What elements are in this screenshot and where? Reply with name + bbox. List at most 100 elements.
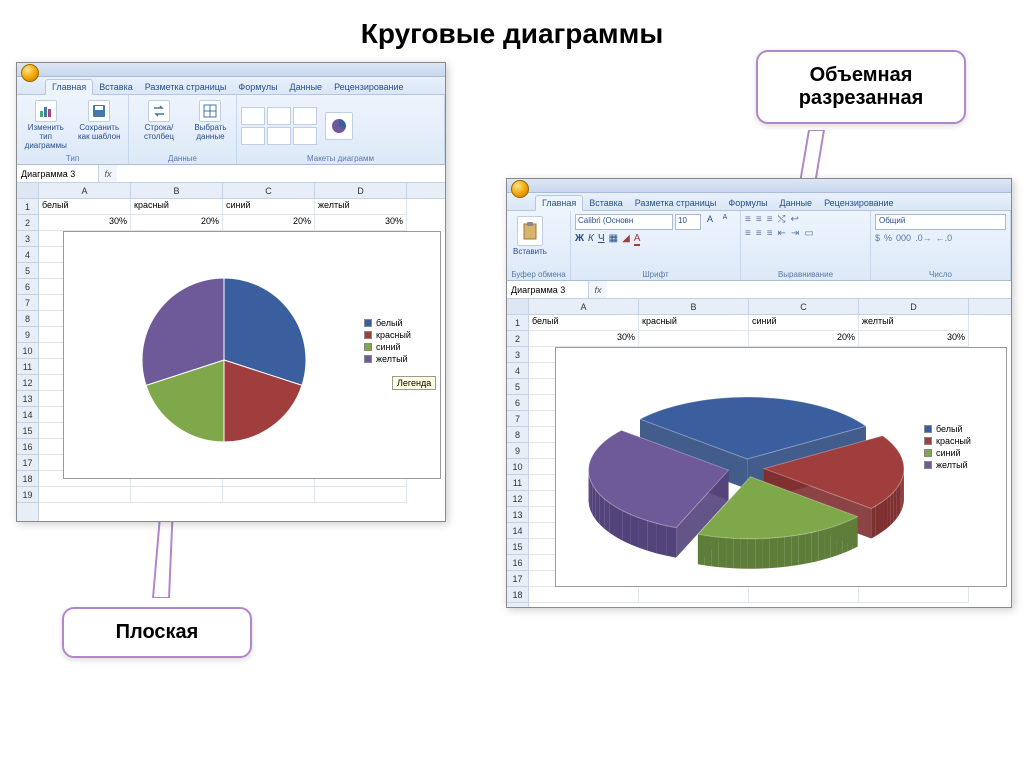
cell[interactable] <box>315 487 407 503</box>
cell[interactable]: красный <box>131 199 223 215</box>
number-format-select[interactable]: Общий <box>875 214 1006 230</box>
formula-input[interactable] <box>117 165 445 182</box>
row-header[interactable]: 10 <box>507 459 528 475</box>
row-header[interactable]: 12 <box>507 491 528 507</box>
cell[interactable]: синий <box>223 199 315 215</box>
cell[interactable]: 30% <box>529 331 639 347</box>
border-icon[interactable]: ▦ <box>609 233 618 246</box>
indent-decrease-icon[interactable]: ⇤ <box>778 228 786 239</box>
row-header[interactable]: 8 <box>507 427 528 443</box>
decrease-decimal-icon[interactable]: ←.0 <box>936 233 953 243</box>
bold-icon[interactable]: Ж <box>575 233 584 246</box>
comma-icon[interactable]: 000 <box>896 233 911 243</box>
row-header[interactable]: 15 <box>507 539 528 555</box>
cell[interactable] <box>223 487 315 503</box>
row-header[interactable]: 16 <box>17 439 38 455</box>
row-header[interactable]: 14 <box>17 407 38 423</box>
cell[interactable]: белый <box>529 315 639 331</box>
select-all-corner[interactable] <box>17 183 38 199</box>
fx-icon[interactable]: fx <box>589 285 607 295</box>
percent-icon[interactable]: % <box>884 233 892 243</box>
align-middle-icon[interactable]: ≡ <box>756 214 762 225</box>
row-header[interactable]: 19 <box>17 487 38 503</box>
ribbon-tab[interactable]: Главная <box>45 79 93 95</box>
switch-row-column-button[interactable]: Строка/столбец <box>133 98 185 143</box>
cell[interactable]: 30% <box>859 331 969 347</box>
ribbon-tab[interactable]: Данные <box>284 80 329 94</box>
row-header[interactable]: 5 <box>17 263 38 279</box>
merge-icon[interactable]: ▭ <box>804 228 813 239</box>
cell[interactable] <box>859 587 969 603</box>
formula-input[interactable] <box>607 281 1011 298</box>
font-color-icon[interactable]: A <box>634 233 641 246</box>
save-as-template-button[interactable]: Сохранить как шаблон <box>75 98 125 143</box>
font-size-select[interactable]: 10 <box>675 214 701 230</box>
column-header[interactable]: B <box>639 299 749 315</box>
office-orb-icon[interactable] <box>511 180 529 198</box>
increase-decimal-icon[interactable]: .0→ <box>915 233 932 243</box>
column-header[interactable]: A <box>39 183 131 199</box>
chart-legend[interactable]: белыйкрасныйсинийжелтый <box>364 318 411 366</box>
chart-legend[interactable]: белыйкрасныйсинийжелтый <box>924 424 971 472</box>
row-header[interactable]: 18 <box>507 587 528 603</box>
cell[interactable] <box>639 587 749 603</box>
row-header[interactable]: 1 <box>507 315 528 331</box>
row-header[interactable]: 7 <box>507 411 528 427</box>
exploded-3d-pie-chart[interactable]: белыйкрасныйсинийжелтый <box>555 347 1007 587</box>
cell[interactable]: синий <box>749 315 859 331</box>
font-name-select[interactable]: Calibri (Основн <box>575 214 673 230</box>
column-header[interactable]: A <box>529 299 639 315</box>
indent-increase-icon[interactable]: ⇥ <box>791 228 799 239</box>
cell[interactable] <box>131 487 223 503</box>
select-data-button[interactable]: Выбрать данные <box>189 98 232 143</box>
row-header[interactable]: 4 <box>507 363 528 379</box>
row-header[interactable]: 14 <box>507 523 528 539</box>
column-header[interactable]: D <box>315 183 407 199</box>
wrap-text-icon[interactable]: ↩ <box>791 214 799 225</box>
row-header[interactable]: 8 <box>17 311 38 327</box>
row-header[interactable]: 7 <box>17 295 38 311</box>
row-header[interactable]: 3 <box>507 347 528 363</box>
row-header[interactable]: 16 <box>507 555 528 571</box>
cell[interactable] <box>749 587 859 603</box>
flat-pie-chart[interactable]: белыйкрасныйсинийжелтыйЛегенда <box>63 231 441 479</box>
row-header[interactable]: 17 <box>17 455 38 471</box>
row-header[interactable]: 1 <box>17 199 38 215</box>
column-header[interactable]: C <box>223 183 315 199</box>
ribbon-tab[interactable]: Разметка страницы <box>139 80 233 94</box>
cell[interactable]: красный <box>639 315 749 331</box>
row-header[interactable]: 6 <box>507 395 528 411</box>
underline-icon[interactable]: Ч <box>598 233 605 246</box>
pie-style-button[interactable] <box>323 110 355 142</box>
grow-font-icon[interactable]: A <box>703 214 717 230</box>
ribbon-tab[interactable]: Формулы <box>232 80 283 94</box>
align-left-icon[interactable]: ≡ <box>745 228 751 239</box>
row-header[interactable]: 2 <box>17 215 38 231</box>
cell[interactable]: желтый <box>315 199 407 215</box>
cell[interactable] <box>39 487 131 503</box>
row-header[interactable]: 15 <box>17 423 38 439</box>
row-header[interactable]: 6 <box>17 279 38 295</box>
italic-icon[interactable]: К <box>588 233 594 246</box>
column-header[interactable]: D <box>859 299 969 315</box>
cell[interactable] <box>529 587 639 603</box>
ribbon-tab[interactable]: Рецензирование <box>818 196 900 210</box>
row-header[interactable]: 13 <box>507 507 528 523</box>
align-center-icon[interactable]: ≡ <box>756 228 762 239</box>
row-header[interactable]: 5 <box>507 379 528 395</box>
row-header[interactable]: 18 <box>17 471 38 487</box>
ribbon-tab[interactable]: Вставка <box>93 80 138 94</box>
ribbon-tab[interactable]: Главная <box>535 195 583 211</box>
paste-button[interactable]: Вставить <box>511 214 549 258</box>
row-header[interactable]: 13 <box>17 391 38 407</box>
row-header[interactable]: 11 <box>507 475 528 491</box>
fx-icon[interactable]: fx <box>99 169 117 179</box>
name-box[interactable]: Диаграмма 3 <box>17 165 99 182</box>
shrink-font-icon[interactable]: A <box>719 214 731 230</box>
cell[interactable]: 30% <box>39 215 131 231</box>
orientation-icon[interactable]: ⤭ <box>778 214 786 225</box>
cell[interactable]: 20% <box>131 215 223 231</box>
fill-color-icon[interactable]: ◢ <box>622 233 630 246</box>
row-header[interactable]: 3 <box>17 231 38 247</box>
row-header[interactable]: 4 <box>17 247 38 263</box>
